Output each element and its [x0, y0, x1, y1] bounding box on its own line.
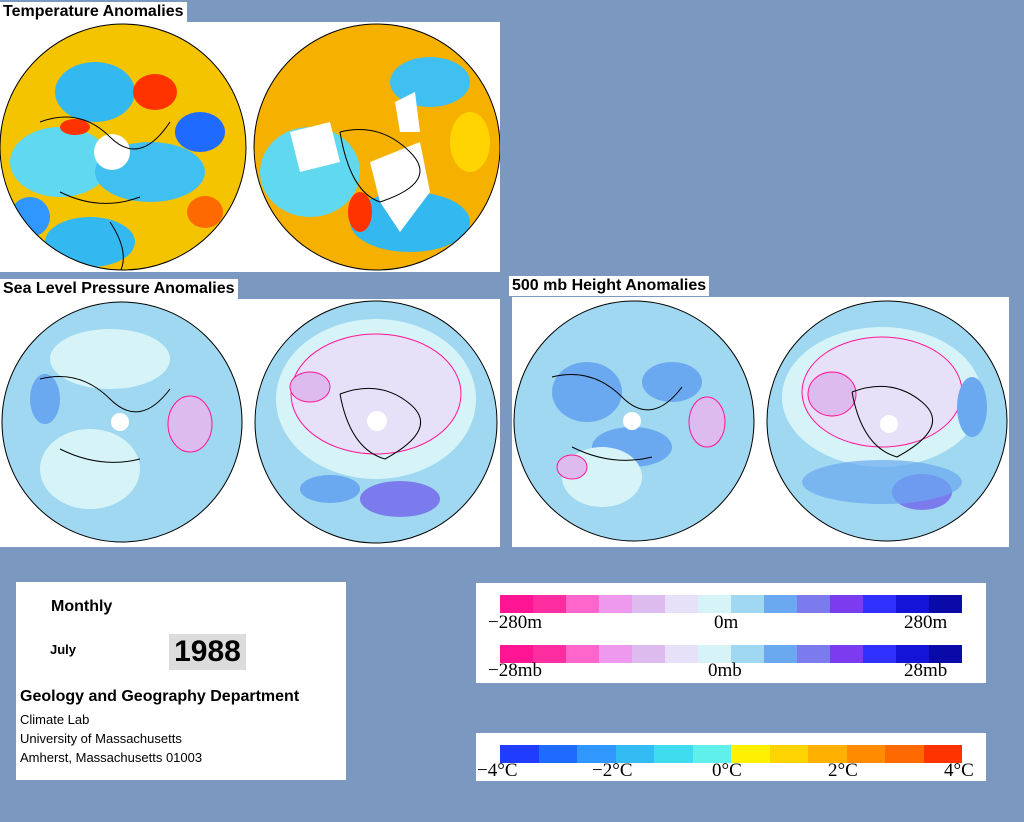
height-title: 500 mb Height Anomalies [509, 276, 710, 296]
height-color-scale [500, 595, 962, 613]
color-swatch [896, 645, 929, 663]
color-swatch [533, 595, 566, 613]
color-swatch [797, 645, 830, 663]
color-swatch [500, 745, 539, 763]
lab-label: Climate Lab [20, 712, 90, 727]
color-swatch [731, 595, 764, 613]
color-swatch [500, 595, 533, 613]
pressure-max-label: 28mb [904, 660, 948, 681]
address-label: Amherst, Massachusetts 01003 [20, 750, 203, 765]
color-swatch [665, 645, 698, 663]
color-swatch [929, 595, 962, 613]
color-swatch [863, 595, 896, 613]
color-swatch [698, 645, 731, 663]
department-label: Geology and Geography Department [20, 688, 300, 705]
temp-label-2: −2°C [592, 760, 633, 781]
color-swatch [923, 745, 962, 763]
color-swatch [731, 745, 770, 763]
color-swatch [654, 745, 693, 763]
color-swatch [929, 645, 962, 663]
color-swatch [863, 645, 896, 663]
temp-label-4: 2°C [828, 760, 858, 781]
height-mid-label: 0m [714, 612, 739, 633]
height-pressure-legend: −280m 0m 280m −28mb 0mb 28mb [476, 583, 986, 683]
color-swatch [885, 745, 924, 763]
height-maps [513, 300, 1008, 542]
southern-hemisphere-temperature-map [254, 24, 500, 270]
color-swatch [846, 745, 885, 763]
color-swatch [599, 645, 632, 663]
slp-maps [1, 300, 498, 544]
temperature-color-scale [500, 745, 962, 763]
southern-hemisphere-height-map [767, 301, 1007, 541]
color-swatch [533, 645, 566, 663]
slp-panel [0, 299, 500, 547]
color-swatch [764, 595, 797, 613]
color-swatch [692, 745, 731, 763]
month-label: July [50, 642, 77, 657]
color-swatch [632, 645, 665, 663]
color-swatch [538, 745, 577, 763]
color-swatch [566, 645, 599, 663]
color-swatch [830, 595, 863, 613]
color-swatch [698, 595, 731, 613]
color-swatch [808, 745, 847, 763]
temperature-legend: −4°C −2°C 0°C 2°C 4°C [476, 733, 986, 781]
color-swatch [769, 745, 808, 763]
color-swatch [577, 745, 616, 763]
color-swatch [632, 595, 665, 613]
color-swatch [566, 595, 599, 613]
temperature-maps [0, 23, 500, 271]
slp-title: Sea Level Pressure Anomalies [0, 279, 238, 299]
year-label: 1988 [169, 634, 246, 670]
temp-label-3: 0°C [712, 760, 742, 781]
height-max-label: 280m [904, 612, 948, 633]
color-swatch [665, 595, 698, 613]
pressure-mid-label: 0mb [708, 660, 742, 681]
color-swatch [599, 595, 632, 613]
color-swatch [830, 645, 863, 663]
color-swatch [500, 645, 533, 663]
temp-label-1: −4°C [477, 760, 518, 781]
pressure-color-scale [500, 645, 962, 663]
color-swatch [896, 595, 929, 613]
info-box: Monthly July 1988 Geology and Geography … [16, 582, 346, 780]
color-swatch [764, 645, 797, 663]
period-label: Monthly [51, 598, 113, 615]
height-min-label: −280m [488, 612, 542, 633]
color-swatch [731, 645, 764, 663]
temperature-panel [0, 22, 500, 272]
southern-hemisphere-slp-map [255, 301, 497, 543]
color-swatch [797, 595, 830, 613]
university-label: University of Massachusetts [20, 731, 182, 746]
pressure-min-label: −28mb [488, 660, 542, 681]
height-panel [512, 297, 1009, 547]
northern-hemisphere-slp-map [2, 302, 242, 542]
northern-hemisphere-temperature-map [0, 24, 246, 270]
temp-label-5: 4°C [944, 760, 974, 781]
northern-hemisphere-height-map [514, 301, 754, 541]
temperature-title: Temperature Anomalies [0, 2, 187, 22]
color-swatch [615, 745, 654, 763]
